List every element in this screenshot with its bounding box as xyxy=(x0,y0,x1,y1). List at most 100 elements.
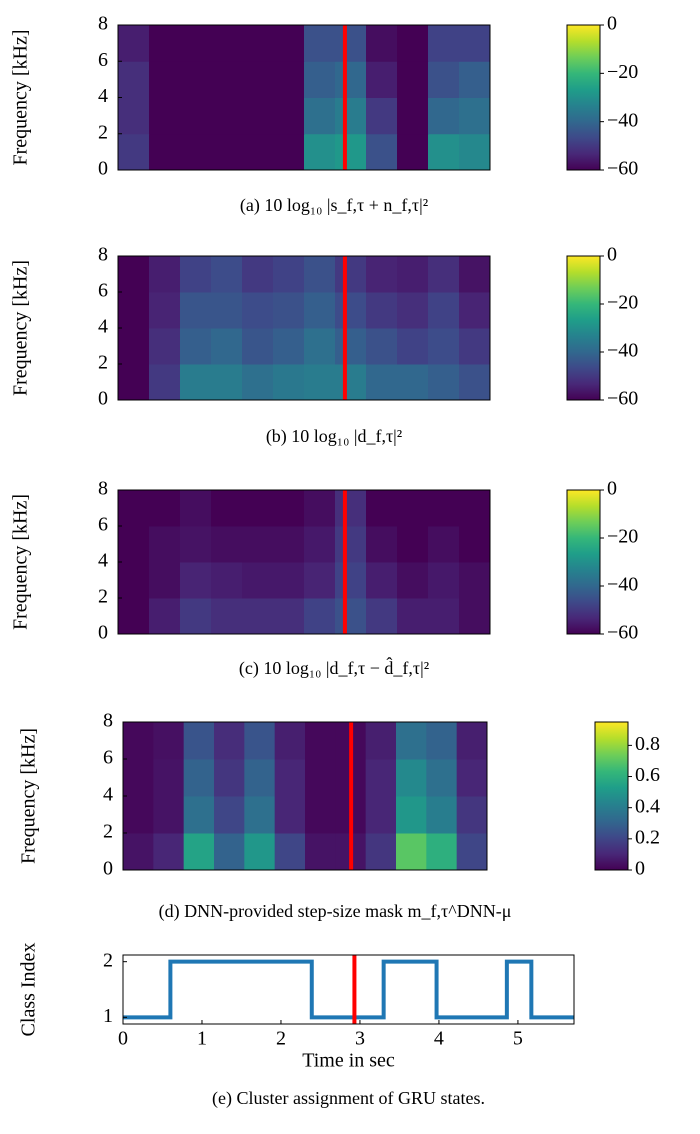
x-tick-label: 1 xyxy=(197,1028,207,1050)
heatmap-cell xyxy=(428,364,460,401)
line xyxy=(123,959,574,1020)
heatmap-cell xyxy=(211,292,243,329)
heatmap-cell xyxy=(426,759,458,797)
y-tick-label: 2 xyxy=(98,352,108,374)
heatmap-cell xyxy=(459,526,491,563)
heatmap-cell xyxy=(118,292,150,329)
caption: (c) 10 log₁₀ |d_f,τ − d̂_f,τ|² xyxy=(239,657,429,679)
colorbar-tick-label: −40 xyxy=(607,109,638,131)
heatmap-cell xyxy=(397,598,429,635)
colorbar-tick-label: −60 xyxy=(607,622,638,644)
heatmap-cell xyxy=(153,759,185,797)
heatmap-cell xyxy=(305,759,336,797)
heatmap-cell xyxy=(211,25,243,62)
heatmap-cell xyxy=(274,759,306,797)
heatmap-cell xyxy=(366,526,398,563)
heatmap-cell xyxy=(366,598,398,635)
heatmap-cell xyxy=(304,133,336,171)
heatmap-cell xyxy=(428,328,460,365)
heatmap-cell xyxy=(304,256,336,293)
heatmap-cell xyxy=(366,25,398,62)
heatmap-cell xyxy=(456,796,488,834)
heatmap-cell xyxy=(211,97,243,135)
colorbar-tick-label: −60 xyxy=(607,158,638,180)
heatmap-cell xyxy=(335,133,367,171)
colorbar-tick-label: 0.4 xyxy=(635,795,660,817)
heatmap-cell xyxy=(456,722,488,760)
y-tick-label: 2 xyxy=(103,821,113,843)
heatmap-cell xyxy=(180,598,212,635)
heatmap-cell xyxy=(305,796,336,834)
heatmap-cell xyxy=(149,61,181,98)
heatmap-cell xyxy=(396,759,427,797)
heatmap-cell xyxy=(428,526,460,563)
heatmap-cell xyxy=(459,328,491,365)
heatmap-cell xyxy=(397,292,429,329)
heatmap-cell xyxy=(153,833,185,871)
heatmap-cell xyxy=(459,292,491,329)
heatmap-cell xyxy=(428,61,460,98)
heatmap-cell xyxy=(242,256,274,293)
heatmap-cell xyxy=(397,328,429,365)
heatmap-cell xyxy=(118,364,150,401)
heatmap-cell xyxy=(304,97,336,135)
heatmap-cell xyxy=(365,759,397,797)
heatmap-cell xyxy=(366,292,398,329)
heatmap-cell xyxy=(123,759,154,797)
heatmap-cell xyxy=(426,833,458,871)
heatmap-cell xyxy=(123,833,154,871)
heatmap-cell xyxy=(211,256,243,293)
heatmap-cell xyxy=(180,526,212,563)
heatmap-cell xyxy=(211,562,243,599)
caption: (a) 10 log₁₀ |s_f,τ + n_f,τ|² xyxy=(240,195,428,216)
heatmap-cell xyxy=(180,133,212,171)
heatmap-cell xyxy=(304,562,336,599)
heatmap-cell xyxy=(183,833,215,871)
heatmap-cell xyxy=(366,61,398,98)
heatmap-cell xyxy=(273,292,305,329)
heatmap-cell xyxy=(335,61,367,98)
heatmap-cell xyxy=(118,490,150,527)
heatmap-cell xyxy=(180,256,212,293)
heatmap-cell xyxy=(366,256,398,293)
heatmap-cell xyxy=(459,25,491,62)
heatmap-cell xyxy=(397,490,429,527)
heatmap-cell xyxy=(242,490,274,527)
heatmap-cell xyxy=(183,796,215,834)
colorbar-tick-label: 0.8 xyxy=(635,733,660,755)
heatmap-cell xyxy=(211,133,243,171)
y-tick-label: 6 xyxy=(98,280,108,302)
y-tick-label: 6 xyxy=(98,514,108,536)
heatmap-cell xyxy=(214,759,245,797)
heatmap-cell xyxy=(459,490,491,527)
heatmap-cell xyxy=(426,796,458,834)
heatmap-cell xyxy=(397,526,429,563)
heatmap-cell xyxy=(304,328,336,365)
heatmap-cell xyxy=(273,526,305,563)
heatmap-cell xyxy=(180,292,212,329)
heatmap-cell xyxy=(211,61,243,98)
heatmap-cell xyxy=(149,490,181,527)
heatmap-cell xyxy=(335,526,367,563)
heatmap-cell xyxy=(180,61,212,98)
heatmap-cell xyxy=(180,97,212,135)
heatmap-cell xyxy=(426,722,458,760)
colorbar-tick-label: 0 xyxy=(607,478,617,500)
heatmap-cell xyxy=(335,256,367,293)
colorbar-tick-label: 0 xyxy=(635,858,645,880)
heatmap-cell xyxy=(459,364,491,401)
heatmap-cell xyxy=(211,598,243,635)
heatmap-cell xyxy=(123,796,154,834)
y-tick-label: 8 xyxy=(103,710,113,732)
y-tick-label: 0 xyxy=(98,158,108,180)
heatmap-cell xyxy=(273,328,305,365)
heatmap-cell xyxy=(180,490,212,527)
heatmap-cell xyxy=(244,722,276,760)
y-axis-label: Frequency [kHz] xyxy=(10,29,32,165)
heatmap-cell xyxy=(273,364,305,401)
y-tick-label: 4 xyxy=(98,85,108,107)
heatmap-cell xyxy=(456,759,488,797)
heatmap-cell xyxy=(365,796,397,834)
heatmap-cell xyxy=(335,292,367,329)
heatmap-cell xyxy=(214,722,245,760)
